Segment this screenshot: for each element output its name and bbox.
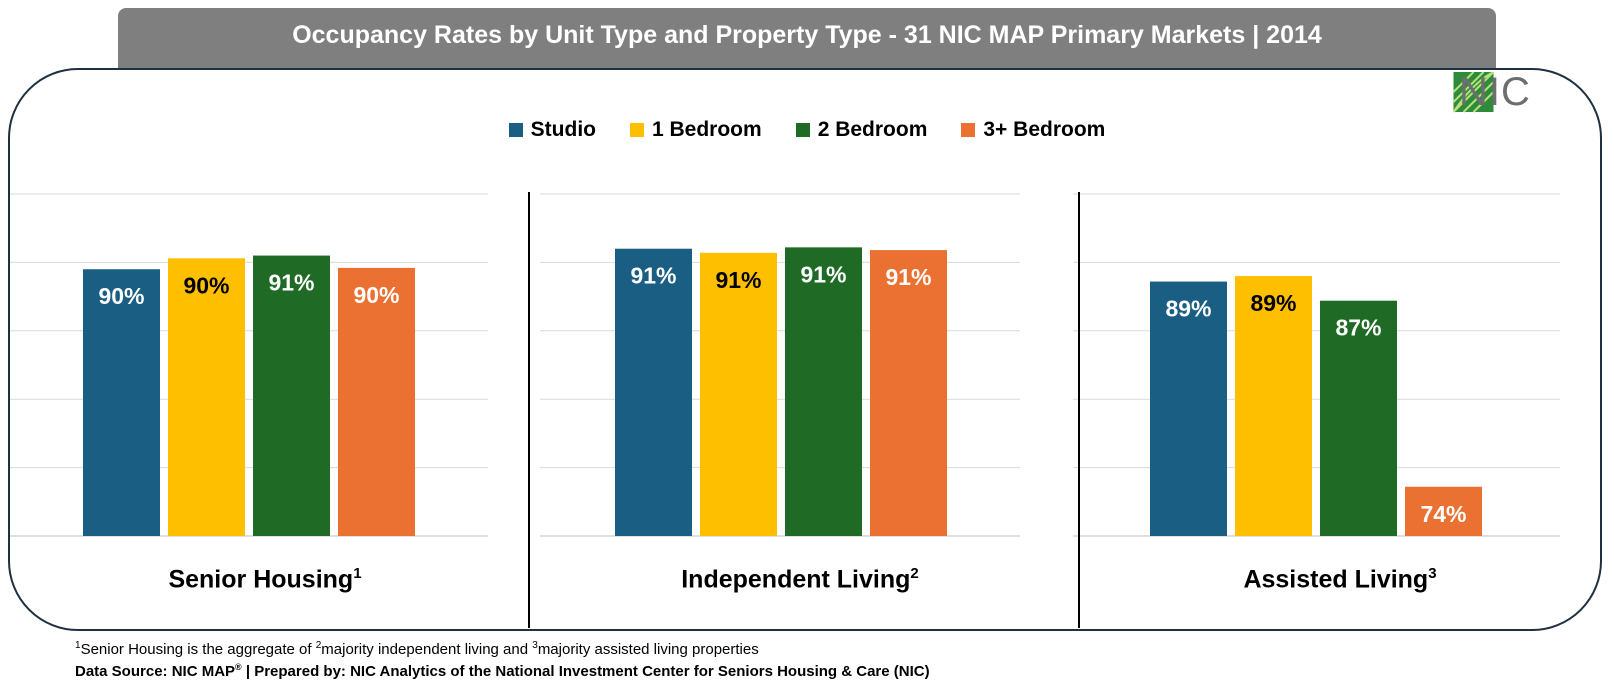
footnote-sup-2: 2 — [315, 640, 322, 651]
bar-assisted-living-3-plus-bedroom — [1405, 486, 1482, 536]
panel-label-senior-housing-sup: 1 — [353, 565, 362, 582]
panel-label-assisted-living-sup: 3 — [1428, 565, 1437, 582]
legend: Studio 1 Bedroom 2 Bedroom 3+ Bedroom — [0, 118, 1614, 142]
legend-swatch-1-bedroom — [630, 123, 644, 137]
data-label-independent-living-3-plus-bedroom: 91% — [885, 264, 931, 290]
data-label-assisted-living-3-plus-bedroom: 74% — [1420, 501, 1466, 527]
bar-independent-living-1-bedroom — [700, 252, 777, 536]
bar-senior-housing-3-plus-bedroom — [338, 267, 415, 536]
panel-label-senior-housing: Senior Housing1 — [55, 565, 475, 594]
panel-label-independent-living: Independent Living2 — [590, 565, 1010, 594]
footnote-sup-1: 1 — [75, 640, 81, 651]
data-label-independent-living-studio: 91% — [630, 263, 676, 289]
data-label-assisted-living-1-bedroom: 89% — [1250, 290, 1296, 316]
source-registered-mark: ® — [235, 662, 242, 672]
panel-label-assisted-living-text: Assisted Living — [1243, 565, 1429, 594]
legend-swatch-studio — [508, 123, 523, 137]
data-source: Data Source: NIC MAP® | Prepared by: NIC… — [75, 662, 930, 680]
data-label-senior-housing-1-bedroom: 90% — [183, 272, 229, 298]
footnote-text-2: majority independent living and — [321, 641, 533, 658]
footnote-text-3: majority assisted living properties — [537, 641, 759, 658]
nic-logo-text: NIC — [1459, 70, 1531, 114]
chart-title: Occupancy Rates by Unit Type and Propert… — [118, 8, 1496, 70]
legend-item-studio: Studio — [508, 118, 596, 142]
bar-assisted-living-2-bedroom — [1320, 300, 1397, 536]
legend-label-1-bedroom: 1 Bedroom — [652, 118, 762, 141]
footnote-text-1: Senior Housing is the aggregate of — [80, 641, 316, 658]
bar-independent-living-2-bedroom — [785, 247, 862, 537]
panel-divider-2 — [1078, 192, 1080, 628]
bar-independent-living-studio — [615, 248, 692, 536]
panel-divider-1 — [528, 192, 530, 628]
legend-item-2-bedroom: 2 Bedroom — [795, 118, 928, 142]
bar-independent-living-3-plus-bedroom — [870, 250, 947, 536]
data-label-assisted-living-studio: 89% — [1165, 296, 1211, 322]
legend-item-3-plus-bedroom: 3+ Bedroom — [961, 118, 1105, 142]
panel-label-assisted-living: Assisted Living3 — [1130, 565, 1550, 594]
source-text-1: Data Source: NIC MAP — [75, 663, 236, 680]
data-label-senior-housing-3-plus-bedroom: 90% — [353, 282, 399, 308]
data-label-senior-housing-studio: 90% — [98, 283, 144, 309]
footnote-sup-3: 3 — [532, 640, 538, 651]
panel-label-independent-living-text: Independent Living — [681, 565, 911, 594]
legend-label-3-plus-bedroom: 3+ Bedroom — [983, 118, 1106, 141]
data-label-independent-living-2-bedroom: 91% — [800, 261, 846, 287]
bar-senior-housing-2-bedroom — [253, 255, 330, 536]
bar-senior-housing-studio — [83, 269, 160, 536]
bar-assisted-living-1-bedroom — [1235, 276, 1312, 536]
panel-label-senior-housing-text: Senior Housing — [168, 565, 354, 594]
nic-logo-icon — [1452, 72, 1495, 113]
legend-item-1-bedroom: 1 Bedroom — [630, 118, 762, 142]
footnote: 1Senior Housing is the aggregate of 2maj… — [75, 640, 759, 658]
bar-assisted-living-studio — [1150, 281, 1227, 536]
data-label-assisted-living-2-bedroom: 87% — [1335, 315, 1381, 341]
legend-label-studio: Studio — [530, 118, 596, 141]
legend-label-2-bedroom: 2 Bedroom — [817, 118, 928, 141]
panel-label-independent-living-sup: 2 — [910, 565, 919, 582]
source-text-2: | Prepared by: NIC Analytics of the Nati… — [241, 663, 930, 680]
data-label-independent-living-1-bedroom: 91% — [715, 267, 761, 293]
data-label-senior-housing-2-bedroom: 91% — [268, 270, 314, 296]
legend-swatch-3-plus-bedroom — [961, 123, 976, 137]
legend-swatch-2-bedroom — [795, 123, 810, 137]
bar-senior-housing-1-bedroom — [168, 258, 245, 536]
